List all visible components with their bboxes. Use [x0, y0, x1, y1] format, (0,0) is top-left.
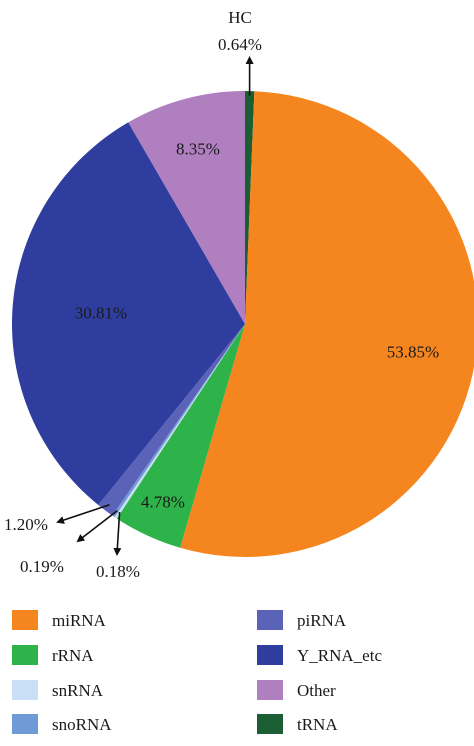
legend-label-mirna: miRNA	[52, 611, 107, 630]
pie-slice-mirna	[180, 91, 474, 557]
callout-arrow-pirna	[56, 504, 110, 524]
callout-arrow-snorna	[76, 509, 118, 543]
slice-label-snrna: 0.18%	[96, 562, 140, 581]
legend-label-snrna: snRNA	[52, 681, 104, 700]
legend-label-y-rna-etc: Y_RNA_etc	[297, 646, 382, 665]
legend-swatch-pirna	[257, 610, 283, 630]
legend-label-pirna: piRNA	[297, 611, 347, 630]
slice-label-pirna: 1.20%	[4, 515, 48, 534]
pie-slice-snrna	[114, 324, 245, 519]
pie-slice-snorna	[112, 324, 245, 518]
legend-swatch-mirna	[12, 610, 38, 630]
legend-item-mirna: miRNA	[12, 610, 107, 630]
legend-swatch-snrna	[12, 680, 38, 700]
legend-label-trna: tRNA	[297, 715, 338, 734]
legend-item-rrna: rRNA	[12, 645, 94, 665]
slice-label-trna: 0.64%	[218, 35, 262, 54]
slice-label-rrna: 4.78%	[141, 493, 185, 512]
pie-slice-y-rna-etc	[12, 122, 246, 506]
slice-label-y-rna-etc: 30.81%	[75, 304, 127, 323]
callout-title: HC	[228, 8, 252, 27]
legend-swatch-y-rna-etc	[257, 645, 283, 665]
legend-swatch-rrna	[12, 645, 38, 665]
pie-slice-other	[128, 91, 245, 324]
slice-label-snorna: 0.19%	[20, 557, 64, 576]
legend-item-trna: tRNA	[257, 714, 338, 734]
legend-swatch-other	[257, 680, 283, 700]
legend-label-rrna: rRNA	[52, 646, 94, 665]
legend-item-snrna: snRNA	[12, 680, 104, 700]
legend-item-other: Other	[257, 680, 336, 700]
legend-label-other: Other	[297, 681, 336, 700]
legend-swatch-snorna	[12, 714, 38, 734]
legend-swatch-trna	[257, 714, 283, 734]
slice-label-other: 8.35%	[176, 140, 220, 159]
legend-item-y-rna-etc: Y_RNA_etc	[257, 645, 382, 665]
pie-slice-trna	[245, 91, 255, 324]
pie-slice-pirna	[98, 324, 245, 516]
legend-label-snorna: snoRNA	[52, 715, 112, 734]
callout-arrow-snrna	[113, 511, 122, 556]
pie-slice-rrna	[116, 324, 245, 548]
slice-label-mirna: 53.85%	[387, 342, 439, 361]
legend-item-snorna: snoRNA	[12, 714, 112, 734]
legend-item-pirna: piRNA	[257, 610, 347, 630]
